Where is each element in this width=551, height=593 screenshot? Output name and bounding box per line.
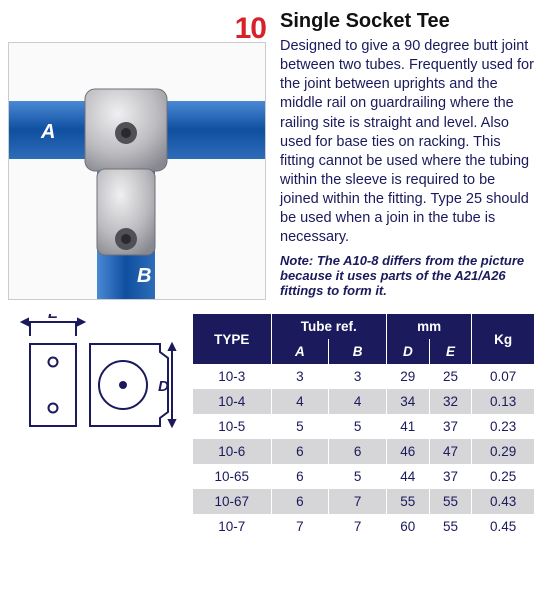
diagram-label-e: E (48, 314, 59, 322)
cell-type: 10-7 (193, 514, 272, 539)
cell-B: 7 (329, 489, 387, 514)
product-title: Single Socket Tee (280, 10, 535, 33)
cell-kg: 0.29 (472, 439, 535, 464)
col-type: TYPE (193, 314, 272, 364)
col-tuberef: Tube ref. (271, 314, 386, 339)
cell-B: 4 (329, 389, 387, 414)
cell-D: 55 (386, 489, 429, 514)
cell-E: 55 (429, 489, 472, 514)
image-label-a: A (41, 121, 55, 144)
cell-A: 5 (271, 414, 329, 439)
cell-kg: 0.23 (472, 414, 535, 439)
cell-type: 10-65 (193, 464, 272, 489)
top-row: 10 (8, 12, 535, 300)
number-line: 10 (8, 12, 266, 42)
col-e: E (429, 339, 472, 364)
cell-A: 6 (271, 464, 329, 489)
col-kg: Kg (472, 314, 535, 364)
cell-D: 46 (386, 439, 429, 464)
table-header: TYPE Tube ref. mm Kg A B D E (193, 314, 535, 364)
cell-E: 25 (429, 364, 472, 389)
col-d: D (386, 339, 429, 364)
product-number: 10 (235, 12, 266, 46)
diagram-label-d: D (158, 378, 169, 395)
cell-A: 6 (271, 439, 329, 464)
cell-B: 5 (329, 464, 387, 489)
product-description: Designed to give a 90 degree butt joint … (280, 37, 535, 247)
cell-E: 37 (429, 464, 472, 489)
diagram-column: E D (8, 314, 178, 449)
cell-B: 6 (329, 439, 387, 464)
cell-B: 3 (329, 364, 387, 389)
table-row: 10-676755550.43 (193, 489, 535, 514)
table-body: 10-33329250.0710-44434320.1310-55541370.… (193, 364, 535, 539)
cell-D: 41 (386, 414, 429, 439)
catalog-page: 10 (0, 0, 551, 555)
image-label-b: B (137, 265, 151, 288)
cell-type: 10-6 (193, 439, 272, 464)
bottom-row: E D TYPE Tube ref. mm Kg A B D (8, 314, 535, 539)
cell-E: 47 (429, 439, 472, 464)
cell-type: 10-4 (193, 389, 272, 414)
cell-B: 5 (329, 414, 387, 439)
cell-D: 44 (386, 464, 429, 489)
product-photo: A B (8, 42, 266, 300)
table-row: 10-77760550.45 (193, 514, 535, 539)
cell-B: 7 (329, 514, 387, 539)
cell-E: 32 (429, 389, 472, 414)
cell-D: 60 (386, 514, 429, 539)
cell-D: 34 (386, 389, 429, 414)
spec-table: TYPE Tube ref. mm Kg A B D E 10-33329250… (192, 314, 535, 539)
cell-kg: 0.13 (472, 389, 535, 414)
cell-kg: 0.07 (472, 364, 535, 389)
image-column: 10 (8, 12, 266, 300)
cell-kg: 0.43 (472, 489, 535, 514)
col-b: B (329, 339, 387, 364)
cell-A: 3 (271, 364, 329, 389)
cell-A: 4 (271, 389, 329, 414)
cell-type: 10-3 (193, 364, 272, 389)
dimension-diagram: E D (8, 314, 178, 444)
col-a: A (271, 339, 329, 364)
cell-A: 6 (271, 489, 329, 514)
table-row: 10-656544370.25 (193, 464, 535, 489)
table-row: 10-55541370.23 (193, 414, 535, 439)
table-row: 10-44434320.13 (193, 389, 535, 414)
cell-type: 10-5 (193, 414, 272, 439)
table-column: TYPE Tube ref. mm Kg A B D E 10-33329250… (192, 314, 535, 539)
table-row: 10-66646470.29 (193, 439, 535, 464)
cell-A: 7 (271, 514, 329, 539)
cell-type: 10-67 (193, 489, 272, 514)
cell-D: 29 (386, 364, 429, 389)
cell-E: 37 (429, 414, 472, 439)
text-column: Single Socket Tee Designed to give a 90 … (280, 12, 535, 300)
table-row: 10-33329250.07 (193, 364, 535, 389)
cell-E: 55 (429, 514, 472, 539)
product-note: Note: The A10-8 differs from the picture… (280, 253, 535, 298)
col-mm: mm (386, 314, 471, 339)
cell-kg: 0.25 (472, 464, 535, 489)
cell-kg: 0.45 (472, 514, 535, 539)
